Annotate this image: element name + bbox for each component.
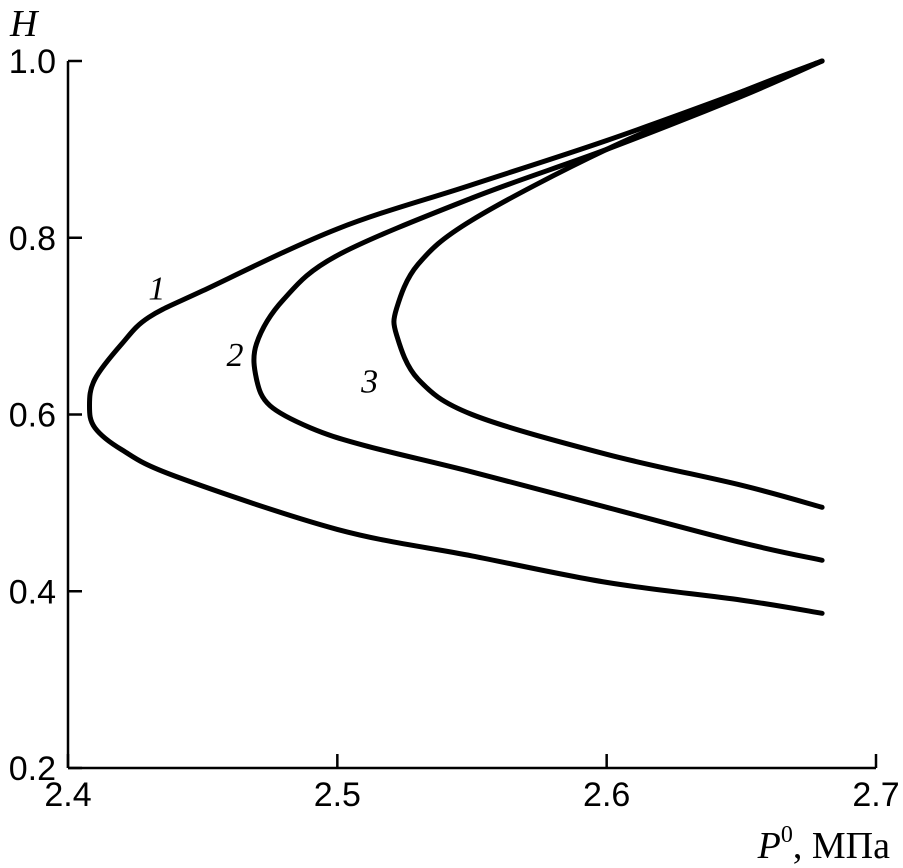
series-labels: 1 2 3 <box>148 271 378 401</box>
x-tick-label-1: 2.5 <box>314 776 361 814</box>
x-tick-label-3: 2.7 <box>852 776 899 814</box>
y-tick-label-3: 0.8 <box>9 220 56 258</box>
x-axis-title: P0, МПа <box>757 822 890 867</box>
x-axis-title-symbol: P <box>757 825 781 867</box>
y-tick-label-1: 0.4 <box>9 573 56 611</box>
y-tick-label-4: 1.0 <box>9 43 56 81</box>
series-lines <box>87 58 825 616</box>
series-3-line <box>391 58 825 510</box>
y-axis-title: H <box>9 3 40 45</box>
y-tick-label-2: 0.6 <box>9 397 56 435</box>
x-axis-title-unit: , МПа <box>793 825 890 867</box>
x-axis-title-superscript: 0 <box>781 822 793 848</box>
x-ticks: 2.4 2.5 2.6 2.7 <box>44 754 900 814</box>
y-ticks: 0.2 0.4 0.6 0.8 1.0 <box>9 43 82 788</box>
series-1-label: 1 <box>148 271 165 308</box>
x-tick-label-2: 2.6 <box>583 776 630 814</box>
series-2-label: 2 <box>226 337 243 374</box>
series-3-label: 3 <box>360 363 378 400</box>
x-tick-label-0: 2.4 <box>44 776 91 814</box>
series-1-line <box>87 58 825 616</box>
y-tick-label-0: 0.2 <box>9 750 56 788</box>
